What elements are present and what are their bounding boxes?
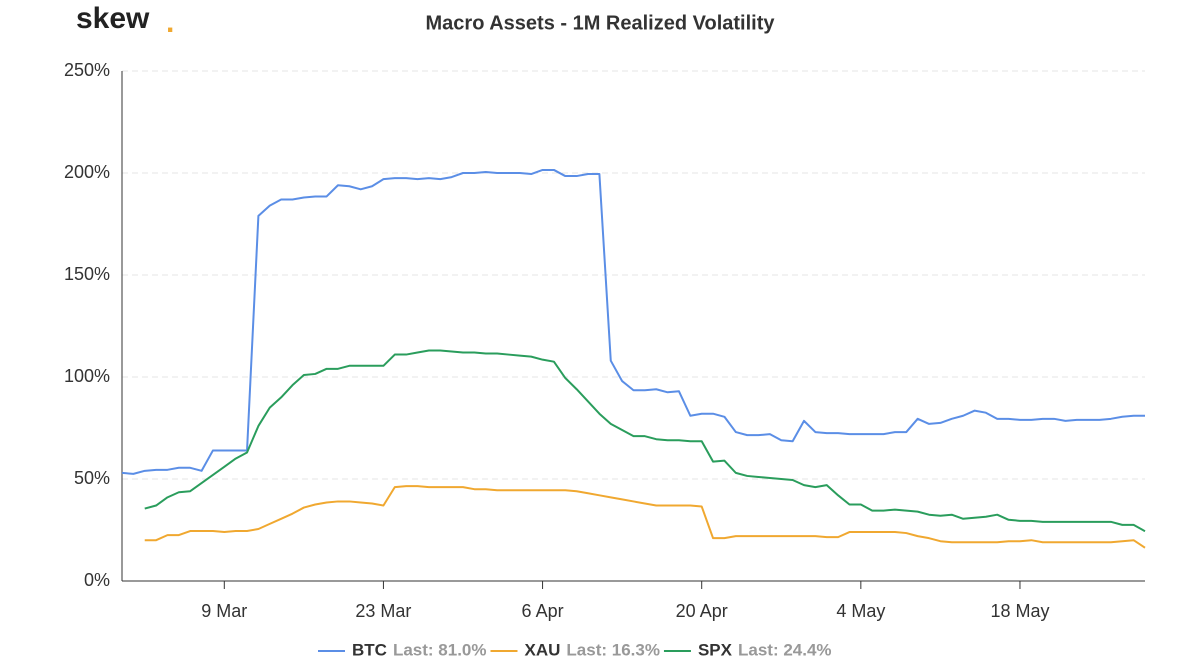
legend-name: BTC — [352, 640, 387, 659]
y-tick-label: 250% — [64, 60, 110, 80]
y-tick-label: 100% — [64, 366, 110, 386]
legend-last: Last: 24.4% — [738, 640, 832, 659]
line — [144, 485, 1146, 549]
x-tick-label: 6 Apr — [522, 601, 564, 621]
y-tick-label: 50% — [74, 468, 110, 488]
y-tick-label: 200% — [64, 162, 110, 182]
x-tick-label: 23 Mar — [355, 601, 411, 621]
line — [121, 168, 1145, 475]
x-tick-label: 9 Mar — [201, 601, 247, 621]
x-tick-label: 4 May — [836, 601, 885, 621]
logo: skew — [76, 2, 150, 35]
logo-dot: . — [166, 6, 174, 39]
legend-name: SPX — [698, 640, 733, 659]
legend-last: Last: 81.0% — [393, 640, 487, 659]
y-tick-label: 150% — [64, 264, 110, 284]
legend-name: XAU — [525, 640, 561, 659]
x-tick-label: 20 Apr — [676, 601, 728, 621]
line — [144, 349, 1146, 533]
legend-last: Last: 16.3% — [566, 640, 660, 659]
chart-title: Macro Assets - 1M Realized Volatility — [426, 12, 776, 34]
y-tick-label: 0% — [84, 570, 110, 590]
x-tick-label: 18 May — [990, 601, 1049, 621]
